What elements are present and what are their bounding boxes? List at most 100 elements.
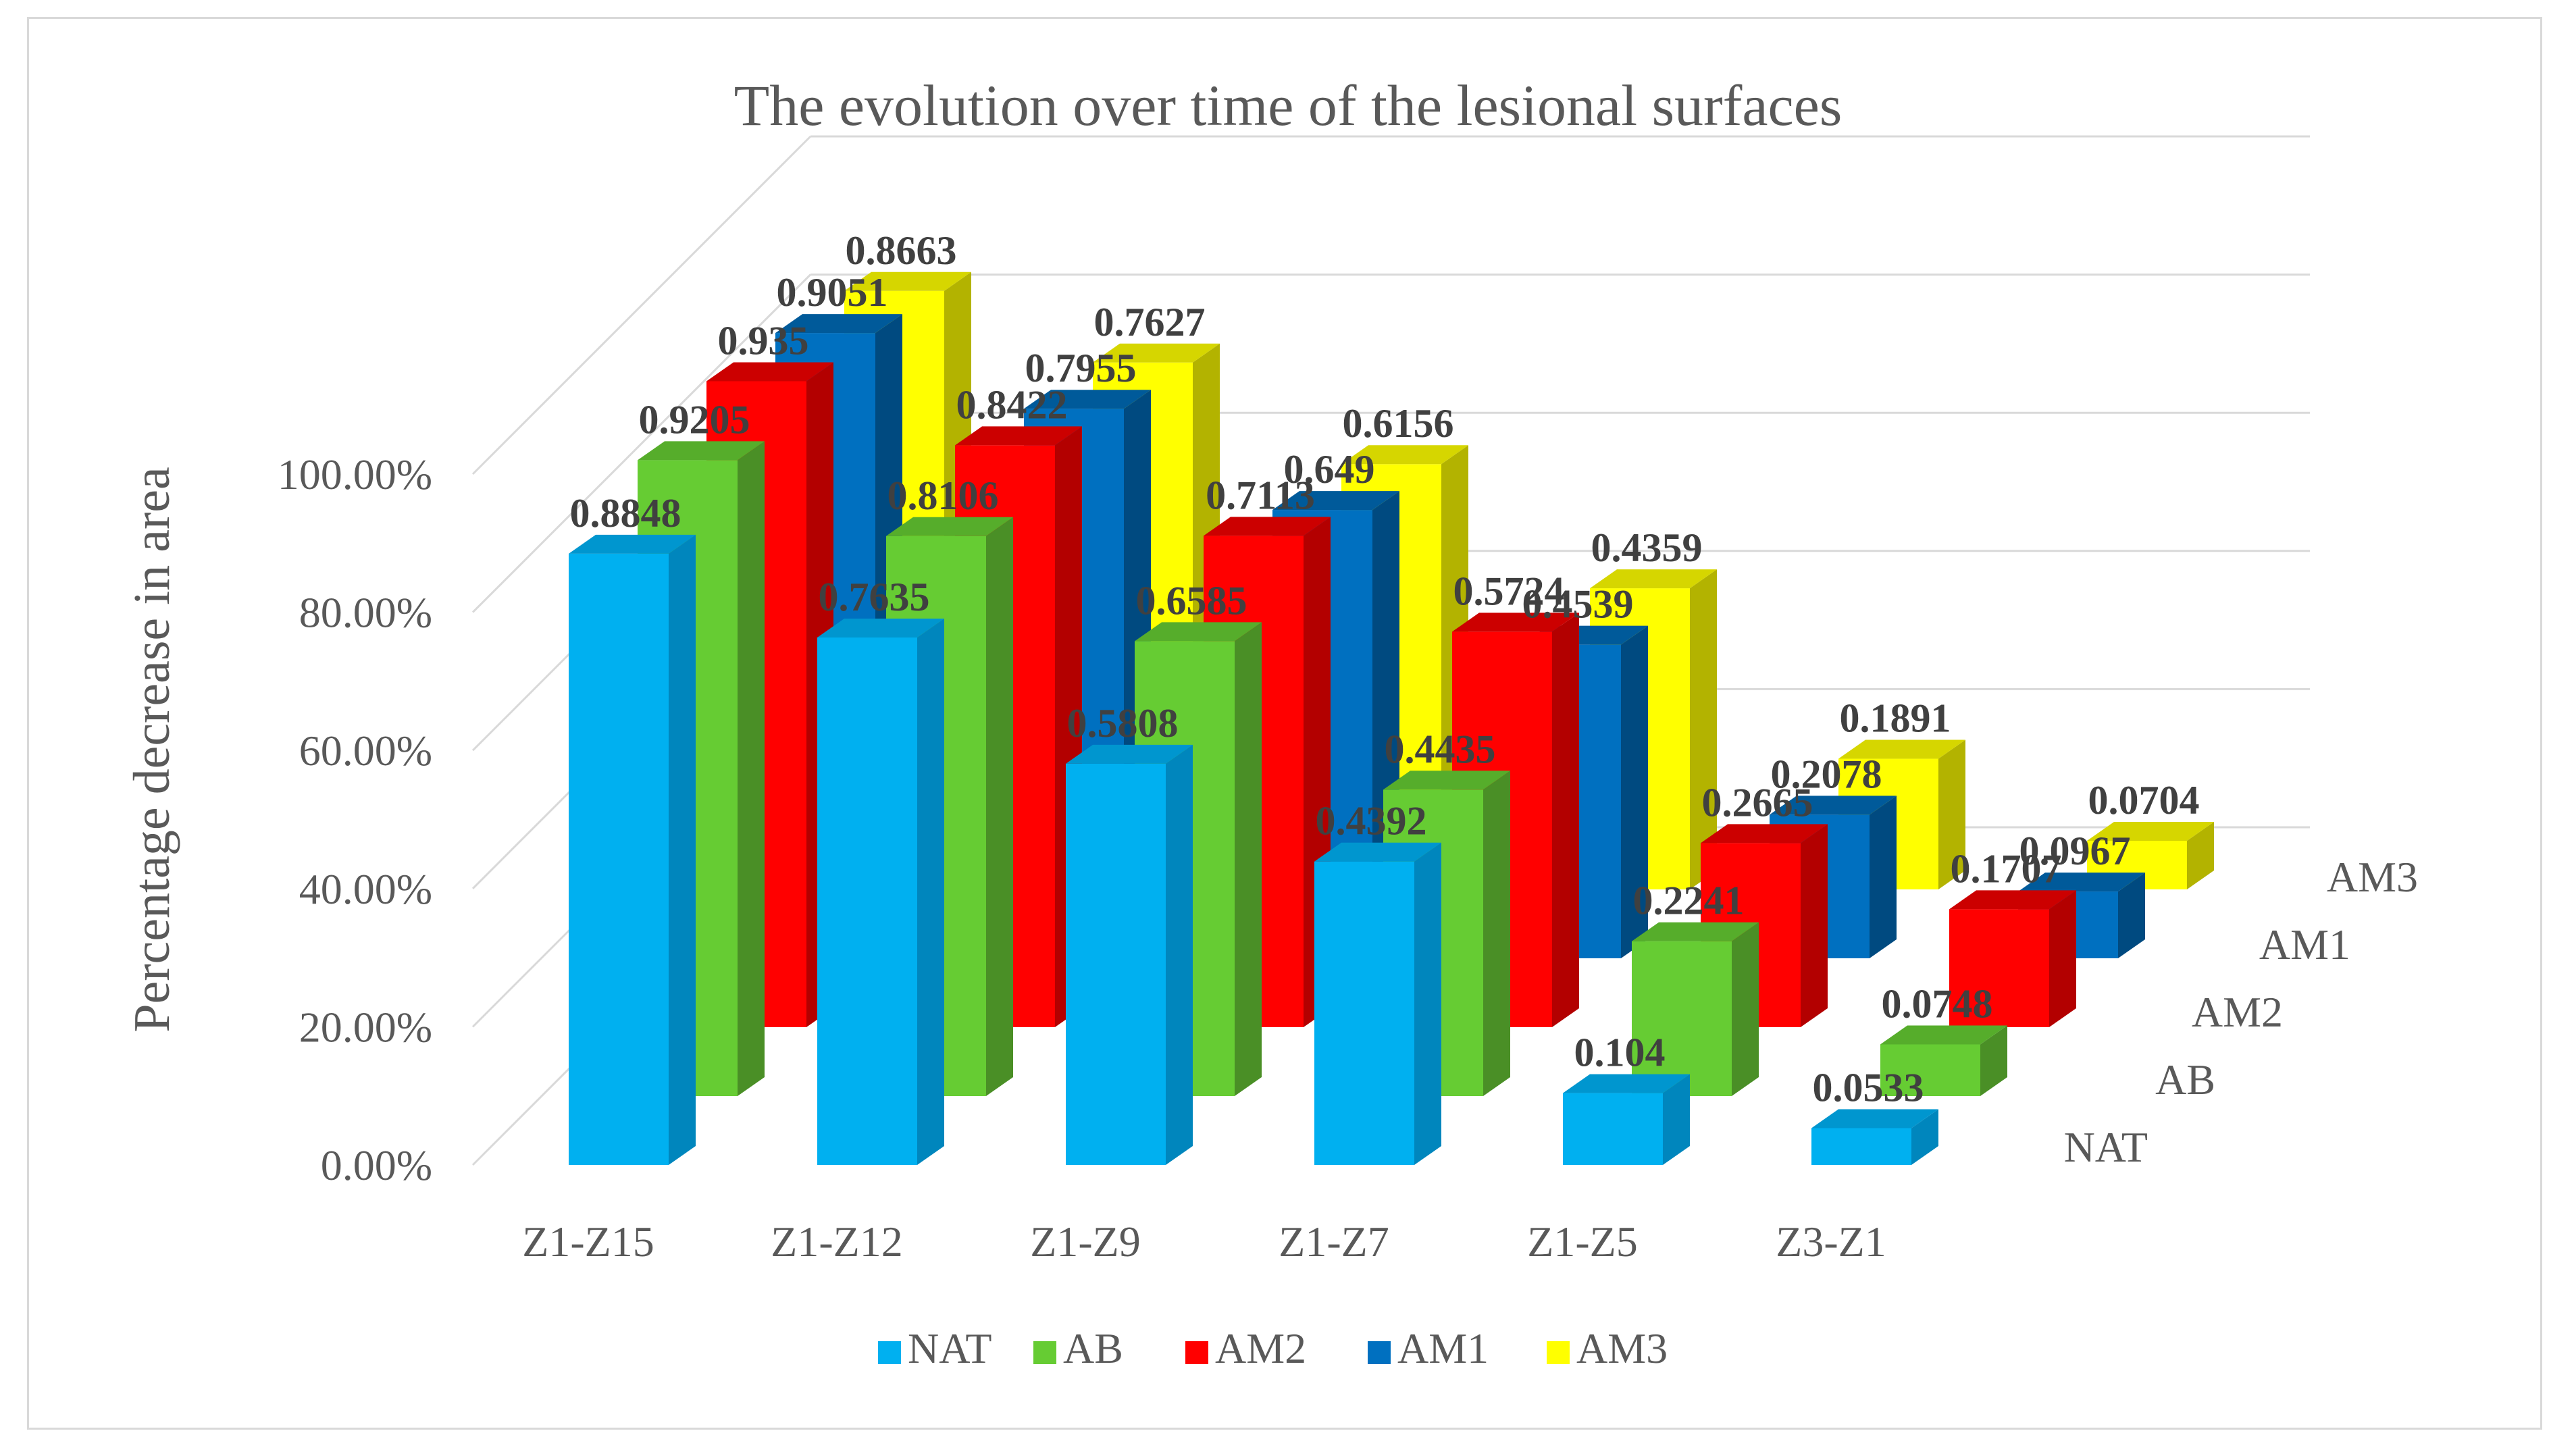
depth-label: AM2 [2192,988,2283,1036]
legend-swatch [1185,1341,1208,1364]
bar-side [1980,1025,2007,1096]
data-label: 0.2078 [1771,752,1882,796]
bar-side [1552,613,1579,1027]
data-label: 0.8422 [956,382,1068,427]
bar-top [1204,517,1331,536]
category-label: Z1-Z12 [771,1218,903,1266]
legend-swatch [878,1341,901,1364]
bar-front [569,553,669,1165]
bar-side [1483,771,1510,1096]
bar-front [1314,861,1414,1165]
bars [569,271,2214,1165]
bar-am2-z3-z1 [1949,890,2076,1027]
bar-side [1938,739,1965,889]
data-label: 0.4359 [1591,525,1703,570]
bar-top [1383,771,1510,790]
legend-item-am3: AM3 [1547,1324,1668,1372]
bar-side [1870,796,1897,958]
bar-top [817,618,944,638]
y-tick-label: 40.00% [299,865,432,913]
bar-side [1690,569,1717,889]
data-label: 0.4539 [1522,582,1634,627]
legend-label: AM3 [1576,1324,1668,1372]
category-label: Z1-Z7 [1279,1218,1389,1266]
legend-swatch [1547,1341,1570,1364]
data-label: 0.0967 [2019,829,2131,873]
category-label: Z1-Z5 [1527,1218,1638,1266]
bar-side [1732,922,1759,1096]
bar-front [1066,763,1166,1165]
legend-item-nat: NAT [878,1324,991,1372]
category-label: Z1-Z15 [522,1218,654,1266]
data-label: 0.7635 [819,575,930,619]
x-axis-categories: Z1-Z15 Z1-Z12 Z1-Z9 Z1-Z7 Z1-Z5 Z3-Z1 [522,1218,1886,1266]
bar-side [738,441,765,1096]
y-tick-label: 20.00% [299,1003,432,1051]
bar-side [1235,622,1262,1096]
data-label: 0.935 [718,318,809,363]
data-label: 0.7955 [1025,346,1137,390]
data-label: 0.6585 [1136,578,1247,623]
bar-top [955,426,1082,446]
data-label: 0.0533 [1813,1065,1924,1110]
data-label: 0.5724 [1453,569,1565,613]
bar-top [1770,796,1897,815]
bar-top [1838,739,1965,759]
depth-label: AB [2155,1056,2215,1103]
y-axis-ticks: 0.00% 20.00% 40.00% 60.00% 80.00% 100.00% [278,450,432,1189]
bar-top [638,441,765,461]
data-label: 0.2665 [1702,780,1813,825]
bar-top [1135,622,1262,642]
bar-front [1632,941,1732,1096]
depth-label: AM3 [2327,853,2418,901]
data-label: 0.0748 [1882,981,1993,1026]
bar-nat-z1-z9 [1066,744,1193,1165]
bar-nat-z1-z15 [569,534,696,1165]
bar-top [1701,824,1828,843]
bar-side [986,517,1013,1096]
bar-top [2018,873,2145,892]
depth-label: AM1 [2259,920,2350,968]
depth-label: NAT [2064,1123,2148,1171]
bar-nat-z1-z7 [1314,842,1441,1165]
data-label: 0.649 [1284,447,1375,492]
data-label: 0.9205 [639,397,750,442]
y-tick-label: 100.00% [278,450,432,498]
legend-label: AM1 [1397,1324,1489,1372]
legend-item-am1: AM1 [1368,1324,1489,1372]
chart-title: The evolution over time of the lesional … [734,73,1843,138]
bar-top [1632,922,1759,941]
data-label: 0.5808 [1067,701,1179,746]
data-label: 0.7627 [1094,300,1206,344]
bar-top [1452,613,1579,632]
bar-side [917,618,944,1165]
data-label: 0.9051 [777,270,888,315]
category-label: Z1-Z9 [1030,1218,1141,1266]
bar-top [1811,1109,1938,1128]
bar-side [669,534,696,1165]
data-label: 0.7113 [1206,473,1315,517]
data-label: 0.4392 [1316,799,1427,843]
data-labels: 0.8663 0.7627 0.6156 0.4359 0.1891 0.0704 0.90… [570,228,2200,1110]
bar-top [1880,1025,2007,1045]
bar-side [2187,821,2214,889]
bar-side [1166,744,1193,1165]
bar-top [1093,343,1220,363]
bar-top [886,517,1013,536]
legend-label: AM2 [1215,1324,1306,1372]
bar-top [569,534,696,554]
data-label: 0.8663 [846,228,957,273]
data-label: 0.1891 [1840,696,1951,741]
legend-label: NAT [908,1324,991,1372]
legend: NAT AB AM2 AM1 AM3 [878,1324,1668,1372]
bar-front [1880,1044,1980,1096]
gridline-side [471,135,812,475]
bar-side [1414,842,1441,1165]
data-label: 0.6156 [1343,401,1454,446]
y-tick-label: 80.00% [299,589,432,637]
bar-side [1911,1109,1938,1165]
bar-side [2049,890,2076,1027]
bar-top [1024,390,1151,409]
bar-top [1341,445,1468,465]
